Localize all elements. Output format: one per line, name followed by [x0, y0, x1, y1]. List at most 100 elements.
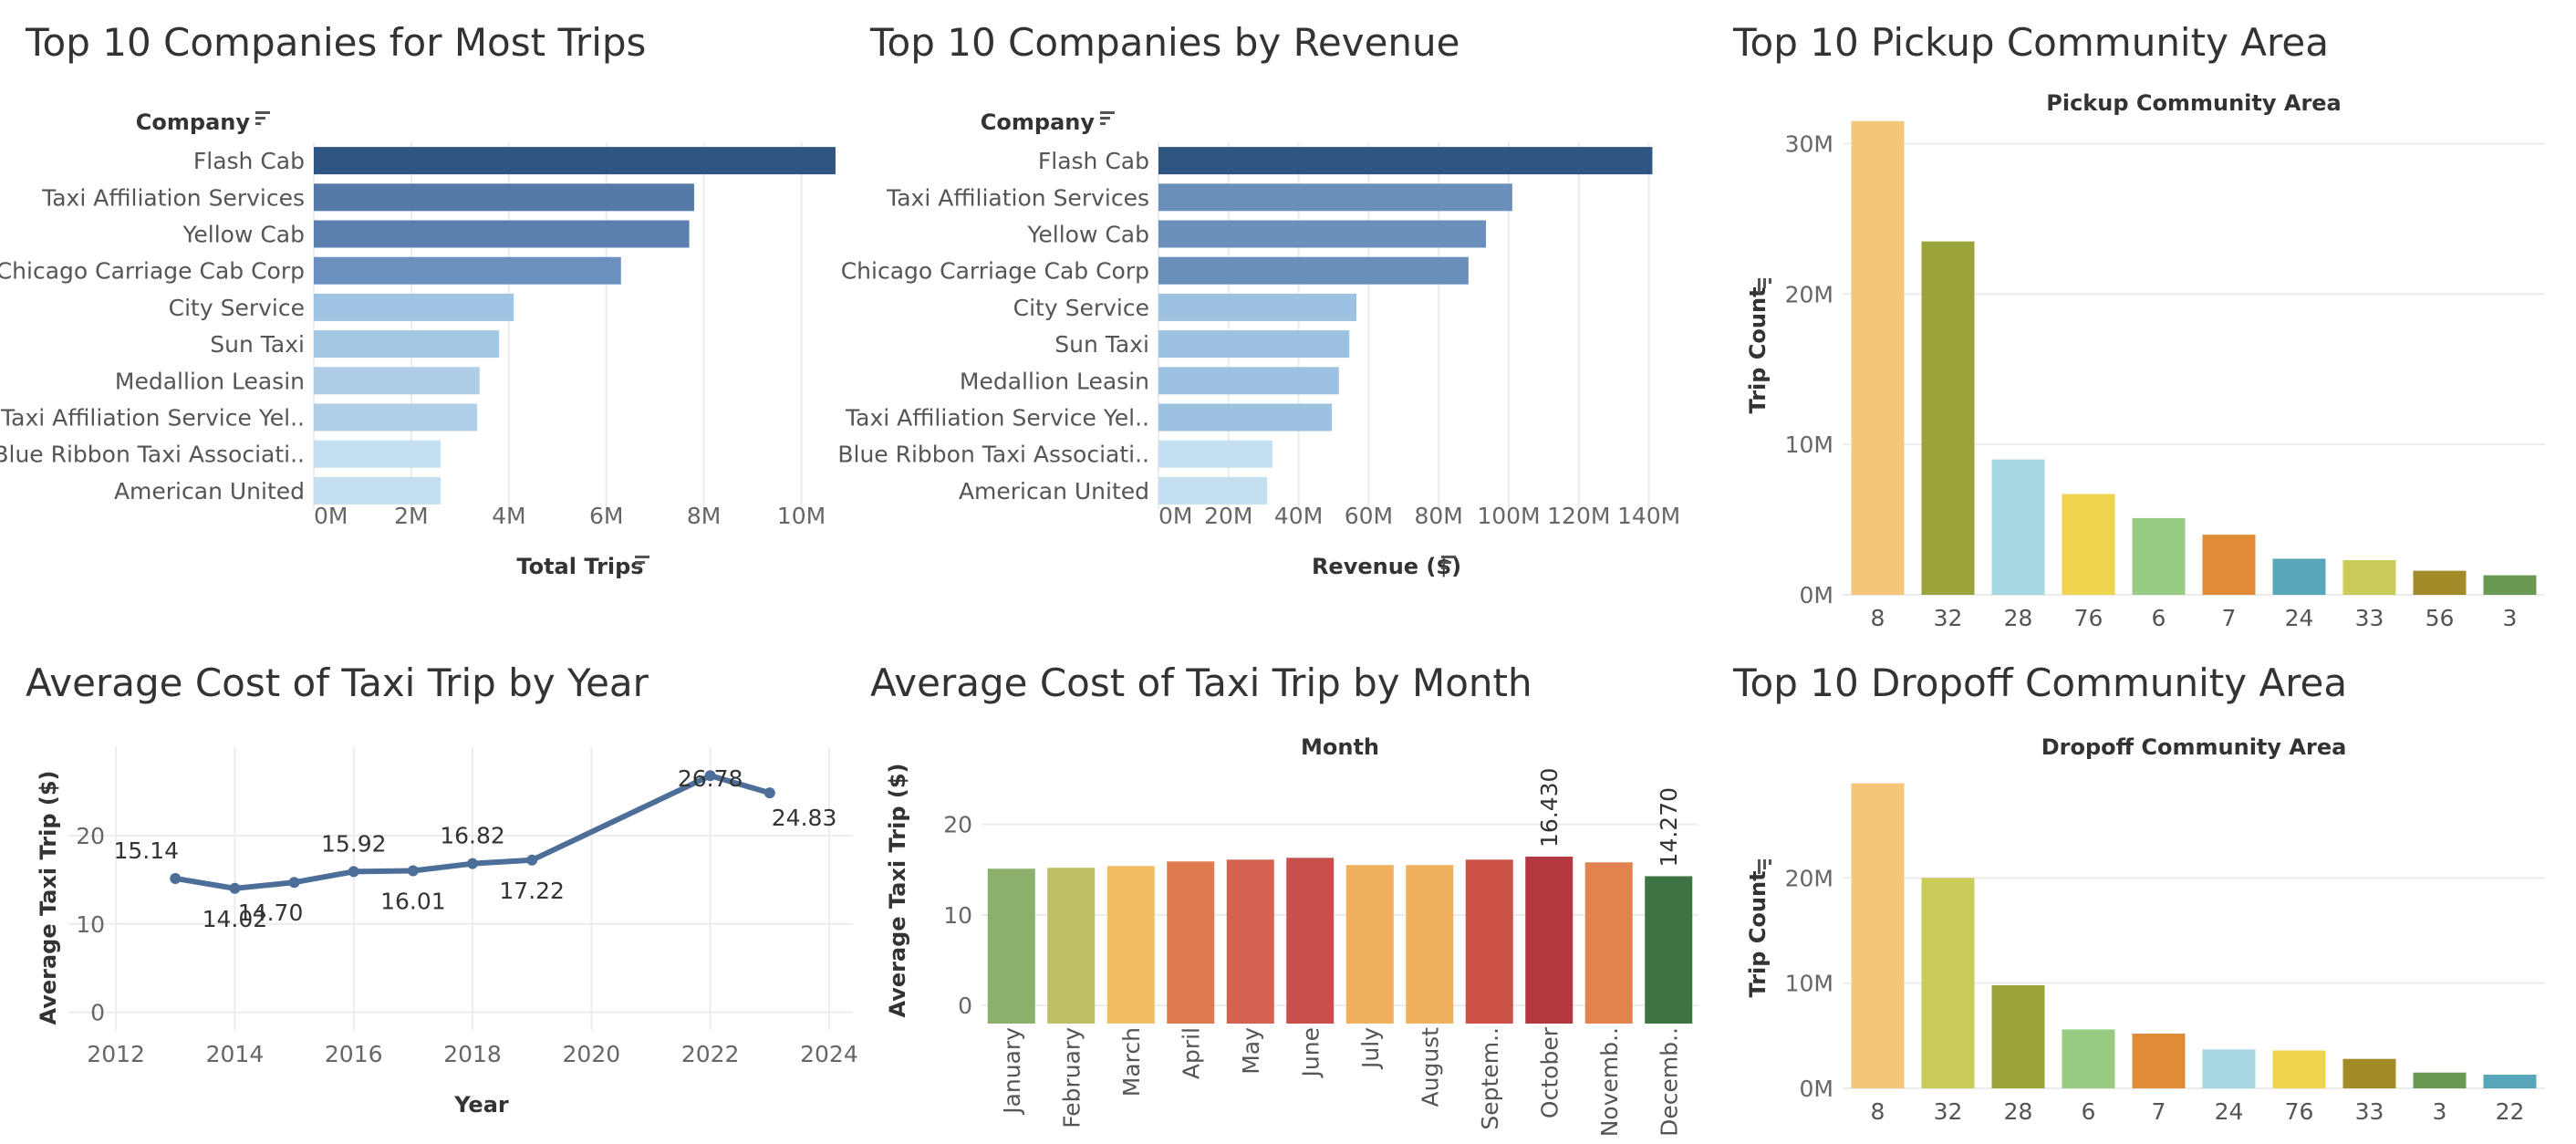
bar[interactable] — [1158, 183, 1512, 212]
category-label: Decemb.. — [1656, 1027, 1682, 1137]
y-axis-title: Average Taxi Trip ($) — [36, 771, 61, 1025]
bar[interactable] — [2202, 1049, 2256, 1088]
category-label: 7 — [2222, 605, 2237, 631]
bar[interactable] — [2342, 1058, 2396, 1088]
sort-icon-bar — [635, 556, 649, 558]
sort-icon[interactable] — [1441, 556, 1456, 569]
bar[interactable] — [314, 147, 836, 175]
bar[interactable] — [2413, 570, 2467, 595]
bar[interactable] — [2483, 575, 2537, 595]
bar[interactable] — [1991, 459, 2045, 595]
data-point[interactable] — [763, 787, 775, 799]
y-tick-label: 0 — [90, 1000, 105, 1026]
bar[interactable] — [1106, 866, 1155, 1024]
category-label: 24 — [2285, 605, 2314, 631]
data-point[interactable] — [704, 770, 716, 782]
sort-icon[interactable] — [1758, 859, 1771, 874]
year-line-chart[interactable]: 2012 2014 2016 2018 2020 2022 2024 0 10 20 15.14 14… — [26, 660, 865, 1135]
category-label: Medallion Leasin — [115, 368, 305, 394]
bar[interactable] — [1286, 858, 1335, 1024]
bar[interactable] — [314, 440, 441, 468]
data-point[interactable] — [170, 872, 182, 884]
bar[interactable] — [1921, 878, 1975, 1088]
bar[interactable] — [1158, 256, 1469, 285]
pickup-bar-chart[interactable]: 0M 10M 20M 30M 8 32 28 76 6 7 24 33 56 3 Pickup Commun… — [1733, 20, 2554, 640]
bar[interactable] — [314, 220, 690, 248]
bar[interactable] — [1047, 868, 1096, 1024]
data-point[interactable] — [407, 865, 419, 877]
sort-icon[interactable] — [1100, 111, 1115, 125]
bar[interactable] — [1158, 220, 1487, 248]
trips-bar-chart[interactable]: 0M 2M 4M 6M 8M 10M Flash Cab Taxi Affiliation S… — [0, 20, 847, 586]
category-label: 6 — [2082, 1098, 2096, 1125]
bar[interactable] — [1921, 241, 1975, 595]
panel-title: Top 10 Dropoff Community Area — [1733, 660, 2348, 705]
bar[interactable] — [1226, 859, 1274, 1024]
bar[interactable] — [2202, 535, 2256, 595]
y-axis-title: Company — [136, 109, 251, 135]
data-label: 15.92 — [321, 830, 387, 857]
sort-icon-bar — [255, 111, 270, 114]
bar[interactable] — [987, 868, 1035, 1024]
bar[interactable] — [2062, 494, 2115, 595]
revenue-bar-chart[interactable]: 0M 20M 40M 60M 80M 100M 120M 140M Flash Cab Taxi … — [837, 20, 1709, 586]
bar[interactable] — [1851, 783, 1905, 1088]
category-label: May — [1238, 1027, 1264, 1075]
bar[interactable] — [1345, 865, 1394, 1024]
chart-header: Dropoff Community Area — [2041, 734, 2347, 760]
month-bar-chart[interactable]: 0 10 20 January February March April May June Jul… — [870, 660, 1709, 1144]
bar[interactable] — [1525, 857, 1574, 1024]
bar[interactable] — [2272, 558, 2326, 595]
bar[interactable] — [1406, 865, 1454, 1024]
bar[interactable] — [1158, 367, 1339, 395]
bar[interactable] — [2272, 1050, 2326, 1088]
bar[interactable] — [1158, 403, 1333, 432]
x-tick-label: 2018 — [443, 1041, 502, 1067]
data-point[interactable] — [229, 882, 241, 894]
sort-icon-bar — [1441, 556, 1456, 558]
bar[interactable] — [314, 403, 478, 432]
bar[interactable] — [1645, 876, 1693, 1024]
category-label: Medallion Leasin — [960, 368, 1149, 394]
bar[interactable] — [1158, 330, 1350, 359]
bar[interactable] — [314, 330, 500, 359]
category-label: 7 — [2152, 1098, 2166, 1125]
bar[interactable] — [314, 476, 441, 504]
data-point[interactable] — [348, 866, 359, 878]
bar[interactable] — [314, 367, 480, 395]
bar[interactable] — [314, 293, 514, 321]
bar[interactable] — [1584, 862, 1633, 1024]
bar[interactable] — [2483, 1075, 2537, 1088]
bar[interactable] — [1158, 440, 1272, 468]
x-tick-label: 120M — [1547, 503, 1610, 529]
sort-icon[interactable] — [1758, 278, 1771, 293]
bar[interactable] — [2342, 560, 2396, 595]
bar[interactable] — [1158, 476, 1268, 504]
bar[interactable] — [2062, 1029, 2115, 1088]
bar[interactable] — [2132, 517, 2186, 595]
x-tick-label: 40M — [1274, 503, 1323, 529]
bar[interactable] — [1158, 147, 1653, 175]
bar[interactable] — [314, 256, 621, 285]
panel-title: Top 10 Pickup Community Area — [1733, 20, 2329, 65]
y-tick-label: 20M — [1785, 281, 1833, 307]
bar[interactable] — [1991, 984, 2045, 1088]
bar[interactable] — [1167, 861, 1215, 1024]
sort-icon[interactable] — [635, 556, 649, 569]
bar[interactable] — [2413, 1072, 2467, 1088]
data-label: 14.02 — [203, 906, 268, 932]
bar[interactable] — [2132, 1034, 2186, 1088]
panel-title: Top 10 Companies for Most Trips — [26, 20, 647, 65]
sort-icon[interactable] — [255, 111, 270, 125]
data-point[interactable] — [467, 858, 479, 869]
category-label: 8 — [1871, 1098, 1885, 1125]
bar[interactable] — [1158, 293, 1356, 321]
bar[interactable] — [314, 183, 694, 212]
x-tick-label: 8M — [687, 503, 721, 529]
bar[interactable] — [1851, 120, 1905, 595]
data-point[interactable] — [526, 854, 538, 866]
category-label: 32 — [1934, 1098, 1963, 1125]
bar[interactable] — [1465, 859, 1513, 1024]
data-point[interactable] — [288, 877, 300, 889]
